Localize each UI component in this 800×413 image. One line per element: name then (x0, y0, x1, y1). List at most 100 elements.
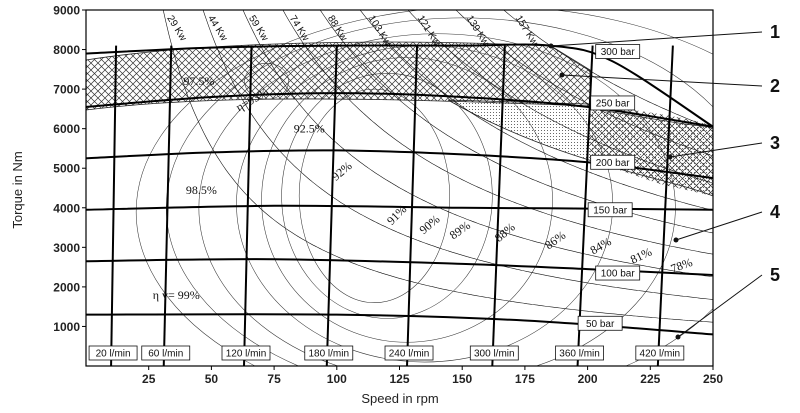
y-tick-label: 3000 (53, 241, 80, 255)
efficiency-label-1: 97.5% (183, 74, 214, 88)
pressure-label-6: 300 bar (595, 44, 641, 59)
flow-label-7: 360 l/min (555, 345, 604, 361)
x-tick-label: 50 (205, 372, 219, 386)
flow-label-box (304, 345, 354, 361)
power-curve-44kw (202, 10, 713, 300)
pressure-label-5: 250 bar (590, 95, 636, 111)
flow-line-4 (325, 45, 338, 366)
y-tick-label: 1000 (53, 320, 80, 334)
callout-5: 5 (770, 265, 780, 285)
efficiency-label-13: 78% (669, 255, 694, 276)
flow-label-text: 20 l/min (96, 349, 131, 360)
flow-label-text: 60 l/min (148, 349, 183, 360)
power-label-157kw: 157 Kw (513, 14, 540, 49)
pressure-line-6 (86, 43, 713, 128)
power-label-29kw: 29 Kw (164, 14, 188, 44)
y-tick-label: 8000 (53, 43, 80, 57)
x-axis-label: Speed in rpm (361, 391, 438, 406)
flow-label-box (384, 345, 434, 361)
power-curve-103kw (359, 10, 713, 211)
pressure-label-1: 50 bar (577, 315, 623, 331)
pressure-label-box (590, 95, 636, 111)
y-tick-label: 6000 (53, 122, 80, 136)
x-tick-label: 150 (452, 372, 472, 386)
power-curve-29kw (162, 10, 713, 323)
callout-4: 4 (770, 202, 780, 222)
flow-label-box (141, 345, 191, 361)
power-curve-121kw (407, 10, 713, 184)
flow-label-1: 20 l/min (88, 345, 138, 361)
power-label-59kw: 59 Kw (246, 14, 270, 44)
power-curve-157kw (503, 10, 713, 130)
flow-line-1 (110, 45, 118, 366)
power-label-88kw: 88 Kw (325, 14, 349, 44)
flow-label-text: 360 l/min (559, 349, 600, 360)
flow-label-6: 300 l/min (469, 345, 519, 361)
flow-line-7 (576, 45, 594, 366)
power-curve-88kw (319, 10, 713, 234)
x-tick-label: 225 (640, 372, 660, 386)
efficiency-contour (244, 62, 289, 100)
pressure-label-text: 200 bar (596, 158, 631, 169)
pressure-label-box (595, 265, 641, 281)
pressure-label-text: 250 bar (596, 98, 631, 109)
flow-label-5: 240 l/min (384, 345, 434, 361)
x-tick-label: 250 (703, 372, 723, 386)
efficiency-label-3: 92.5% (294, 122, 325, 136)
callout-2: 2 (770, 76, 780, 96)
x-tick-label: 175 (515, 372, 535, 386)
pressure-label-text: 150 bar (593, 205, 628, 216)
pressure-label-4: 200 bar (590, 154, 636, 170)
efficiency-label-12: 81% (628, 245, 654, 267)
power-curve-59kw (242, 10, 713, 278)
power-label-74kw: 74 Kw (287, 14, 311, 44)
efficiency-label-14: η v= 99% (153, 288, 200, 302)
pressure-label-2: 100 bar (595, 265, 641, 281)
pressure-label-text: 100 bar (601, 269, 636, 280)
efficiency-contour (281, 73, 493, 319)
efficiency-label-4: 98.5% (186, 183, 217, 197)
x-tick-label: 25 (142, 372, 156, 386)
pressure-label-box (595, 44, 641, 59)
flow-line-5 (406, 45, 419, 366)
y-tick-label: 2000 (53, 280, 80, 294)
efficiency-label-7: 90% (417, 212, 443, 237)
flow-label-4: 180 l/min (304, 345, 354, 361)
flow-label-8: 420 l/min (635, 345, 685, 361)
flow-label-box (555, 345, 604, 361)
flow-label-box (221, 345, 271, 361)
pressure-label-text: 300 bar (601, 47, 636, 58)
flow-line-8 (656, 45, 674, 366)
efficiency-label-8: 89% (447, 218, 473, 242)
flow-label-box (635, 345, 685, 361)
flow-label-box (469, 345, 519, 361)
flow-label-2: 60 l/min (141, 345, 191, 361)
efficiency-label-9: 88% (492, 220, 518, 245)
pressure-label-box (577, 315, 623, 331)
x-tick-label: 100 (327, 372, 347, 386)
callout-1: 1 (770, 22, 780, 42)
flow-line-3 (243, 45, 253, 366)
y-tick-label: 7000 (53, 83, 80, 97)
efficiency-label-11: 84% (588, 234, 614, 257)
overload-region-hatched-right (590, 104, 713, 196)
y-tick-label: 4000 (53, 201, 80, 215)
y-axis-label: Torque in Nm (10, 151, 25, 228)
power-label-44kw: 44 Kw (205, 14, 229, 44)
flow-label-text: 420 l/min (640, 349, 681, 360)
pressure-label-box (590, 154, 636, 170)
flow-label-text: 180 l/min (308, 349, 349, 360)
pressure-label-box (587, 202, 633, 218)
x-tick-label: 75 (267, 372, 281, 386)
efficiency-contour (135, 10, 713, 366)
y-tick-label: 5000 (53, 162, 80, 176)
flow-label-3: 120 l/min (221, 345, 271, 361)
x-tick-label: 125 (389, 372, 409, 386)
pressure-line-1 (86, 313, 713, 336)
flow-line-6 (491, 45, 506, 366)
flow-label-text: 240 l/min (389, 349, 430, 360)
flow-label-box (88, 345, 138, 361)
flow-label-text: 300 l/min (474, 349, 515, 360)
flow-line-2 (162, 45, 173, 366)
